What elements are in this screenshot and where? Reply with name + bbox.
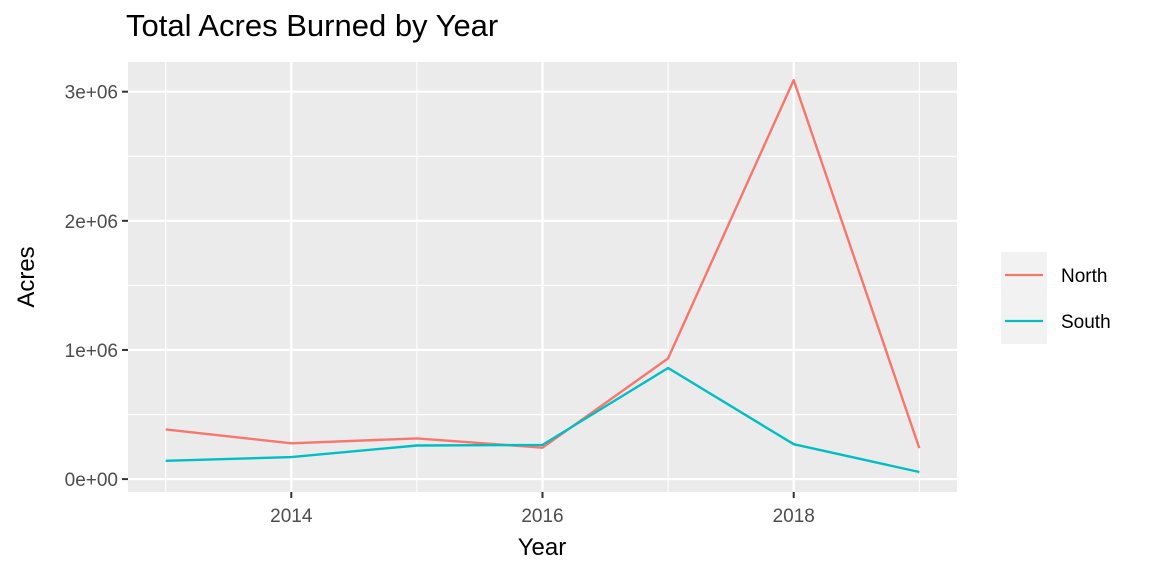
y-tick-label: 1e+06 [65,341,118,362]
series-line-north [165,78,921,449]
x-tick-label: 2014 [270,506,313,527]
legend-label-north: North [1061,266,1107,287]
x-tick-label: 2016 [521,506,563,527]
x-axis-title: Year [518,534,567,561]
series-line-south [165,366,920,474]
legend-label-south: South [1061,312,1111,333]
chart-title: Total Acres Burned by Year [126,8,499,43]
y-tick-label: 0e+00 [65,470,118,491]
legend: North South [1001,252,1111,344]
x-axis: 2014 2016 2018 [270,492,815,527]
y-tick-label: 2e+06 [65,212,118,233]
y-axis: 0e+00 1e+06 2e+06 3e+06 [65,83,128,491]
major-gridlines [128,62,957,492]
x-tick-label: 2018 [773,506,815,527]
y-tick-label: 3e+06 [65,83,118,104]
series-lines [165,78,921,474]
y-axis-title: Acres [13,246,40,307]
